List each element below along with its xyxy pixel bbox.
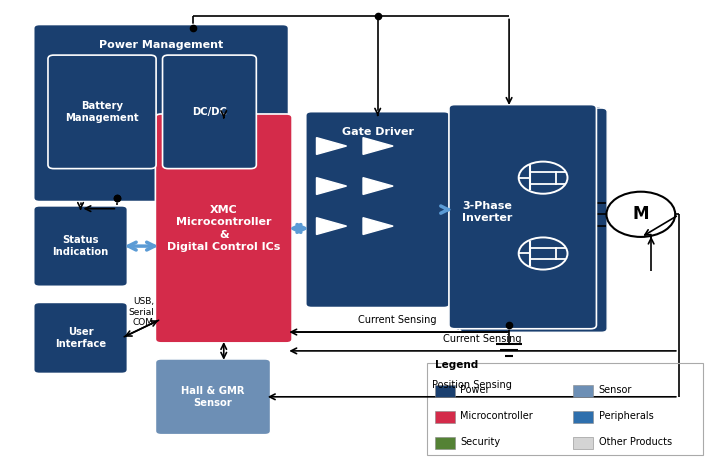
Text: Security: Security <box>460 437 500 447</box>
Polygon shape <box>363 218 393 235</box>
Text: Other Products: Other Products <box>599 437 672 447</box>
Text: Power: Power <box>460 385 490 396</box>
FancyBboxPatch shape <box>449 105 596 329</box>
FancyBboxPatch shape <box>435 385 455 397</box>
FancyBboxPatch shape <box>573 411 593 423</box>
Polygon shape <box>316 218 347 235</box>
Polygon shape <box>363 138 393 154</box>
Text: Current Sensing: Current Sensing <box>359 316 437 325</box>
Text: USB,
Serial
COM: USB, Serial COM <box>128 297 154 327</box>
FancyBboxPatch shape <box>48 55 156 169</box>
Text: DC/DC: DC/DC <box>192 107 227 117</box>
Text: 3-Phase
Inverter: 3-Phase Inverter <box>462 201 512 223</box>
Text: Gate Driver: Gate Driver <box>342 127 414 137</box>
Text: Hall & GMR
Sensor: Hall & GMR Sensor <box>181 386 245 408</box>
Text: XMC
Microcontroller
&
Digital Control ICs: XMC Microcontroller & Digital Control IC… <box>167 205 281 252</box>
FancyBboxPatch shape <box>155 114 292 343</box>
Text: Peripherals: Peripherals <box>599 411 653 422</box>
FancyBboxPatch shape <box>34 24 289 202</box>
Text: User
Interface: User Interface <box>55 327 106 349</box>
FancyBboxPatch shape <box>306 112 450 308</box>
Text: Microcontroller: Microcontroller <box>460 411 533 422</box>
FancyBboxPatch shape <box>163 55 256 169</box>
FancyBboxPatch shape <box>435 411 455 423</box>
Text: Current Sensing: Current Sensing <box>443 334 522 344</box>
FancyBboxPatch shape <box>155 359 271 435</box>
FancyBboxPatch shape <box>455 106 602 331</box>
FancyBboxPatch shape <box>460 108 607 333</box>
FancyBboxPatch shape <box>34 302 127 374</box>
Text: Status
Indication: Status Indication <box>52 235 109 257</box>
Polygon shape <box>363 178 393 195</box>
Text: Battery
Management: Battery Management <box>65 101 139 123</box>
FancyBboxPatch shape <box>435 437 455 449</box>
Polygon shape <box>316 178 347 195</box>
Polygon shape <box>316 138 347 154</box>
FancyBboxPatch shape <box>573 385 593 397</box>
FancyBboxPatch shape <box>573 437 593 449</box>
Text: Legend: Legend <box>435 360 478 370</box>
Text: Position Sensing: Position Sensing <box>432 380 512 390</box>
Text: Power Management: Power Management <box>99 40 223 50</box>
FancyBboxPatch shape <box>34 206 127 286</box>
Text: Sensor: Sensor <box>599 385 632 396</box>
Text: M: M <box>632 205 649 223</box>
